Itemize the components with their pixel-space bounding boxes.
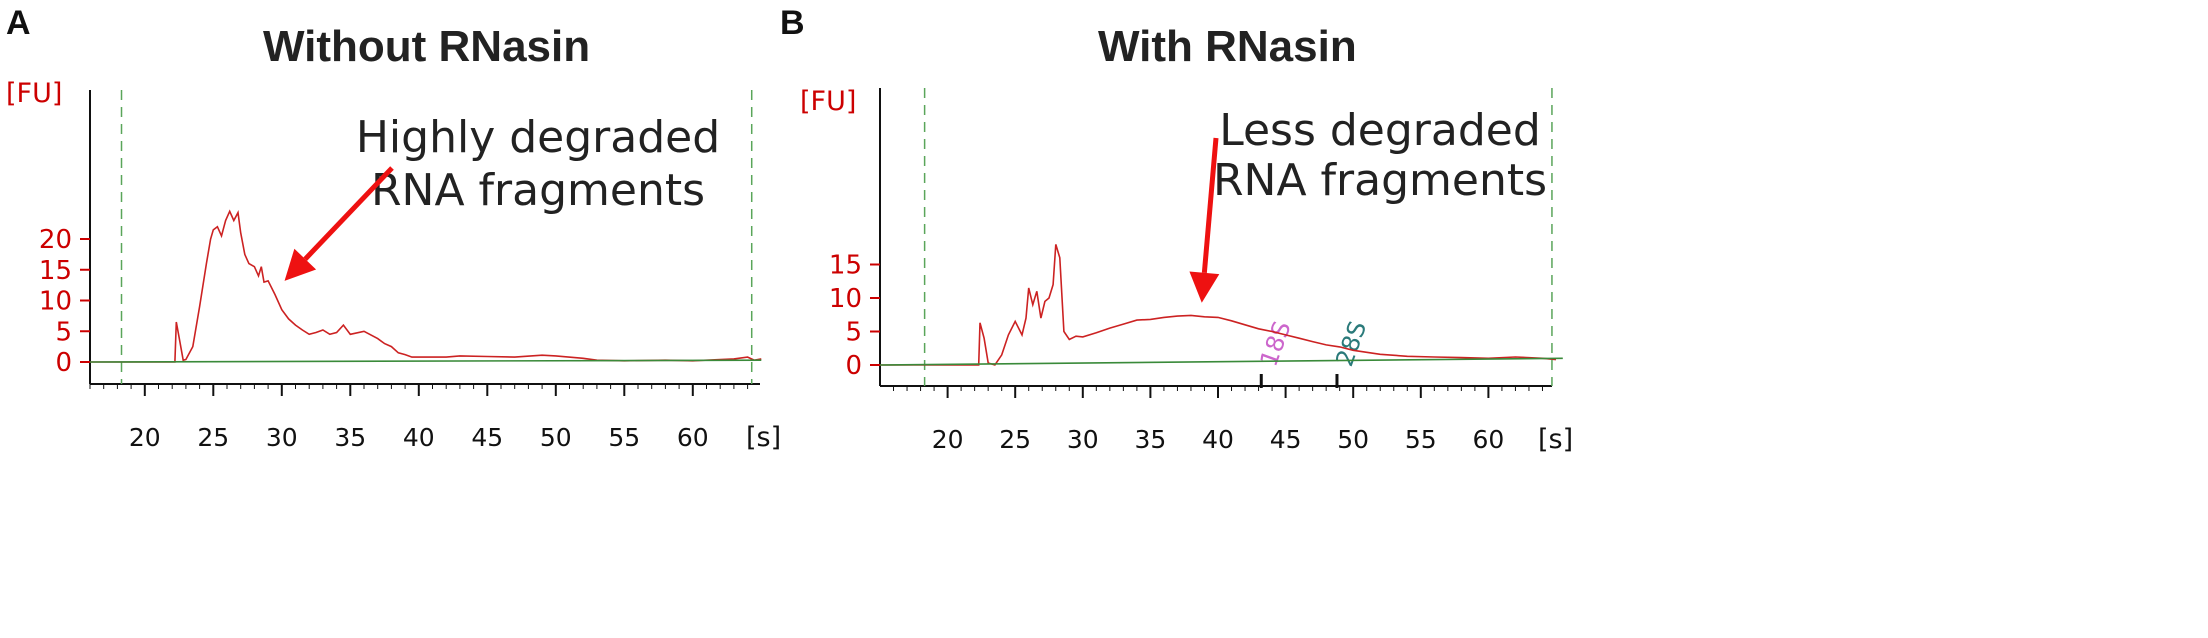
annotation-line-2: RNA fragments <box>1213 155 1547 206</box>
chart-title: With RNasin <box>1098 22 1357 71</box>
baseline-trace <box>879 357 1563 366</box>
panel-a: A Without RNasin [FU] 0 5 10 15 20 20 25 30 35 40 4… <box>6 4 781 453</box>
x-unit-label: [s] <box>1538 424 1573 455</box>
x-tick-label: 60 <box>677 423 709 452</box>
x-tick-label: 60 <box>1472 425 1504 454</box>
chart-title: Without RNasin <box>263 22 591 71</box>
x-tick-label: 50 <box>540 423 572 452</box>
annotation-arrow-shaft <box>1201 137 1219 274</box>
panel-b: B With RNasin [FU] 0 5 10 15 20 25 30 35 40 45 50 55… <box>776 0 2208 638</box>
baseline-trace <box>89 359 762 363</box>
x-tick-label: 25 <box>999 425 1031 454</box>
y-tick-label: 0 <box>55 348 72 378</box>
y-tick-label: 5 <box>845 318 862 348</box>
annotation-line-2: RNA fragments <box>371 165 705 216</box>
x-tick-label: 20 <box>129 423 161 452</box>
y-tick-label: 10 <box>39 287 72 317</box>
y-tick-label: 10 <box>829 284 862 314</box>
x-tick-label: 35 <box>334 423 366 452</box>
y-unit-label: [FU] <box>6 78 62 109</box>
electropherogram-trace <box>880 244 1557 366</box>
y-tick-label: 20 <box>39 225 72 255</box>
x-tick-label: 55 <box>608 423 640 452</box>
x-tick-label: 35 <box>1134 425 1166 454</box>
x-tick-label: 40 <box>403 423 435 452</box>
panel-label: B <box>780 4 805 42</box>
annotation-line-1: Less degraded <box>1219 105 1541 156</box>
panel-label: A <box>6 4 31 42</box>
y-tick-label: 15 <box>829 251 862 281</box>
electropherogram-trace <box>90 209 762 363</box>
y-unit-label: [FU] <box>800 86 856 117</box>
x-unit-label: [s] <box>746 422 781 453</box>
x-tick-label: 45 <box>1270 425 1302 454</box>
annotation-line-1: Highly degraded <box>356 112 720 163</box>
x-tick-label: 40 <box>1202 425 1234 454</box>
x-tick-label: 30 <box>1067 425 1099 454</box>
x-tick-label: 20 <box>932 425 964 454</box>
annotation-arrow-shaft <box>303 166 394 261</box>
y-tick-label: 15 <box>39 256 72 286</box>
x-tick-label: 55 <box>1405 425 1437 454</box>
annotation-arrow-head <box>284 248 317 281</box>
x-tick-label: 50 <box>1337 425 1369 454</box>
ladder-marker-label: 28S <box>1330 317 1372 370</box>
ladder-marker-label: 18S <box>1255 317 1297 370</box>
y-tick-label: 0 <box>845 351 862 381</box>
x-tick-label: 45 <box>471 423 503 452</box>
y-tick-label: 5 <box>55 317 72 347</box>
annotation-arrow-head <box>1189 271 1220 303</box>
x-tick-label: 25 <box>197 423 229 452</box>
x-tick-label: 30 <box>266 423 298 452</box>
